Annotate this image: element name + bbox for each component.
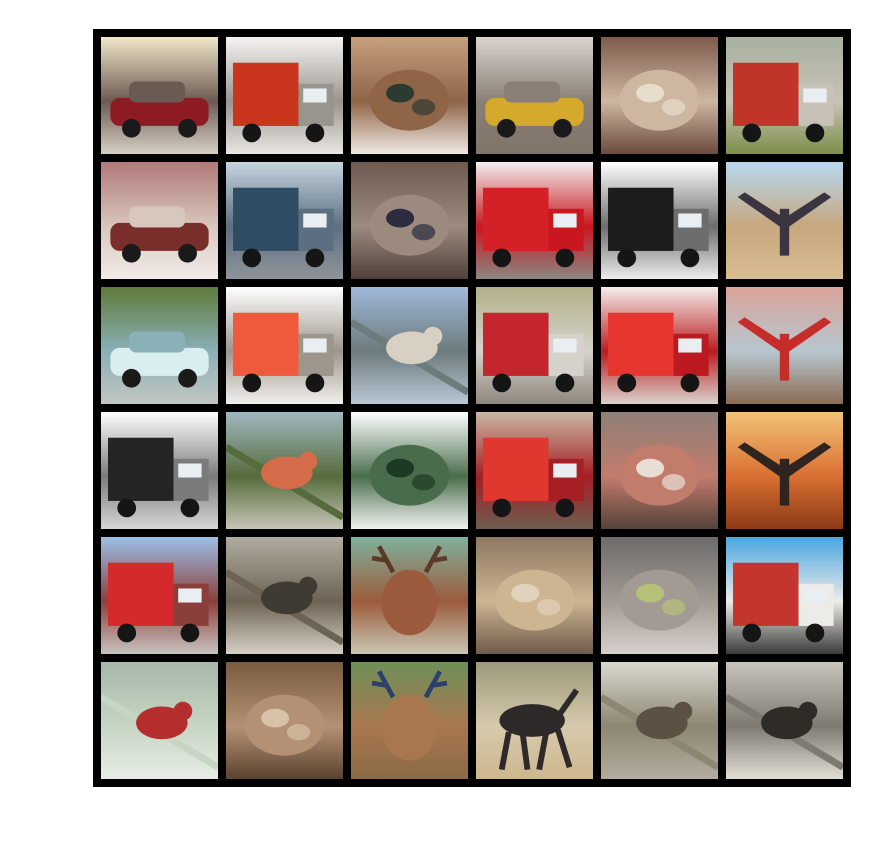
image-tile-bird [351,287,468,404]
image-tile-truck [101,412,218,529]
image-airplane [726,287,843,404]
image-truck [476,287,593,404]
image-tile-frog [351,37,468,154]
image-airplane [726,162,843,279]
image-tile-truck [726,37,843,154]
image-tile-bird [226,537,343,654]
image-truck [601,162,718,279]
image-tile-airplane [726,162,843,279]
image-tile-bird [601,662,718,779]
image-deer [351,662,468,779]
image-frog [351,412,468,529]
image-tile-truck [726,537,843,654]
image-tile-truck [476,287,593,404]
image-car [101,287,218,404]
image-tile-deer [351,662,468,779]
image-tile-car [101,162,218,279]
image-tile-bird [726,662,843,779]
image-tile-airplane [726,412,843,529]
image-truck [101,537,218,654]
image-truck [226,162,343,279]
image-tile-truck [476,412,593,529]
image-tile-car [476,37,593,154]
image-bird [351,287,468,404]
image-truck [476,162,593,279]
image-tile-truck [226,162,343,279]
image-tile-frog [601,37,718,154]
image-tile-airplane [726,287,843,404]
image-frog [351,162,468,279]
image-bird [601,662,718,779]
image-frog [226,662,343,779]
image-truck [226,287,343,404]
image-tile-bird [101,662,218,779]
image-car [101,37,218,154]
image-tile-car [101,287,218,404]
image-dog [476,537,593,654]
image-frog [601,37,718,154]
image-tile-truck [601,162,718,279]
image-grid [93,29,851,787]
image-tile-frog [351,162,468,279]
image-bird [226,537,343,654]
image-frog [351,37,468,154]
image-tile-frog [351,412,468,529]
image-bird [101,662,218,779]
image-cat [601,537,718,654]
image-tile-truck [476,162,593,279]
image-truck [226,37,343,154]
image-horse [476,662,593,779]
image-truck [101,412,218,529]
image-tile-car [101,37,218,154]
image-car [101,162,218,279]
image-tile-cat [601,412,718,529]
image-tile-horse [476,662,593,779]
image-airplane [726,412,843,529]
image-tile-deer [351,537,468,654]
image-car [476,37,593,154]
image-tile-truck [601,287,718,404]
image-tile-bird [226,412,343,529]
image-cat [601,412,718,529]
image-bird [726,662,843,779]
image-bird [226,412,343,529]
image-tile-frog [226,662,343,779]
image-truck [726,537,843,654]
image-truck [601,287,718,404]
image-tile-cat [601,537,718,654]
image-truck [726,37,843,154]
image-deer [351,537,468,654]
image-tile-truck [101,537,218,654]
image-tile-truck [226,37,343,154]
image-tile-dog [476,537,593,654]
image-tile-truck [226,287,343,404]
image-truck [476,412,593,529]
